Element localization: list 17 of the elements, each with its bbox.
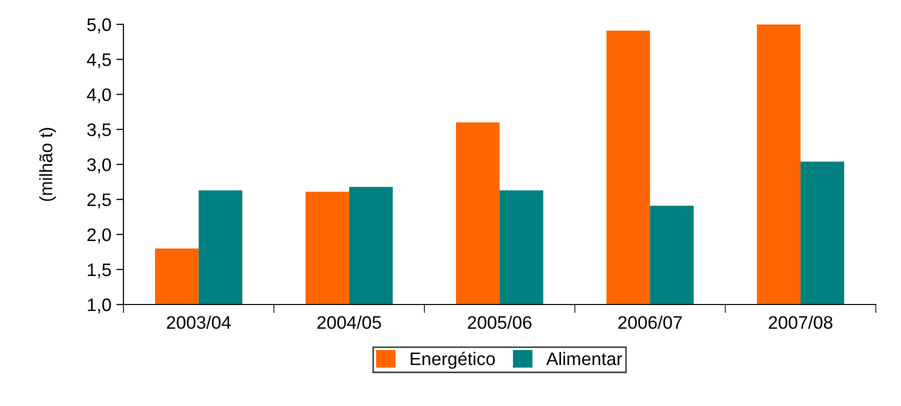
- y-tick-label: 3,5: [87, 123, 111, 138]
- y-tick-label: 5,0: [87, 18, 111, 34]
- y-tick-label: 2,5: [87, 193, 111, 208]
- y-tick-label: 2,0: [87, 228, 111, 244]
- x-tick-label: 2005/06: [468, 316, 532, 329]
- x-tick-label: 2003/04: [166, 316, 231, 329]
- y-tick-label: 1,0: [88, 298, 111, 314]
- x-tick-label: 2007/08: [768, 316, 832, 329]
- legend-label: Energético: [410, 352, 495, 369]
- y-tick-label: 4,0: [86, 88, 111, 104]
- x-tick-label: 2004/05: [317, 316, 382, 329]
- y-axis-title: (milhão t): [39, 128, 56, 201]
- y-tick-label: 1,5: [88, 264, 111, 278]
- legend-label: Alimentar: [546, 352, 622, 366]
- y-tick-label: 3,0: [87, 158, 111, 174]
- y-tick-label: 4,5: [86, 54, 111, 68]
- x-tick-label: 2006/07: [618, 316, 682, 329]
